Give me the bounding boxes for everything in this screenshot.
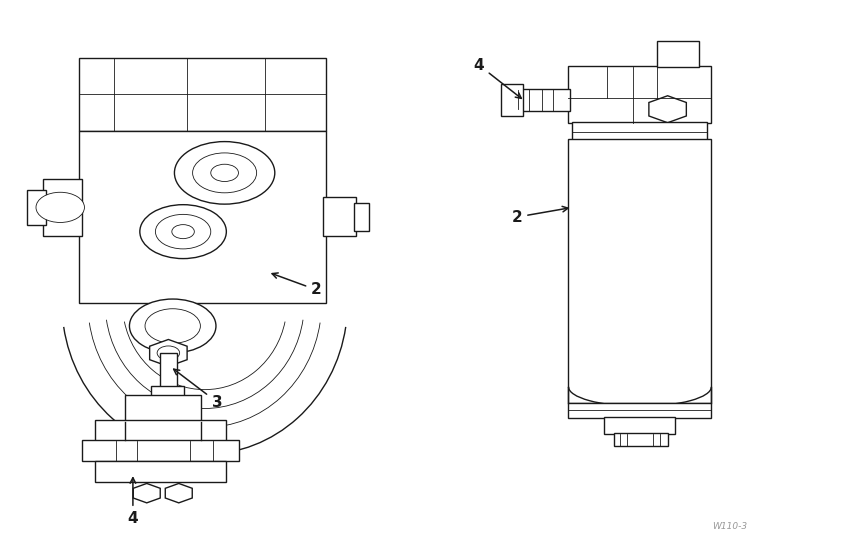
Bar [82, 440, 240, 461]
Bar [657, 41, 699, 67]
Text: 3: 3 [174, 369, 222, 410]
Text: 2: 2 [272, 273, 322, 298]
Circle shape [174, 141, 275, 204]
Polygon shape [149, 339, 187, 366]
Bar [79, 58, 326, 131]
Bar [151, 386, 184, 402]
Bar [95, 421, 227, 441]
Bar [614, 433, 667, 446]
Circle shape [211, 164, 239, 182]
Polygon shape [134, 483, 161, 503]
Text: W110-3: W110-3 [712, 522, 747, 531]
Bar [95, 461, 227, 482]
Bar [160, 353, 177, 387]
Polygon shape [165, 483, 192, 503]
Bar [79, 131, 326, 304]
Polygon shape [649, 96, 687, 122]
Circle shape [193, 153, 257, 193]
Circle shape [157, 346, 180, 360]
Bar [569, 139, 711, 403]
Bar [43, 179, 82, 236]
Text: 2: 2 [511, 207, 568, 224]
Bar [572, 122, 707, 140]
Bar [518, 89, 569, 111]
Bar [28, 190, 46, 225]
Circle shape [155, 215, 211, 249]
Bar [604, 417, 675, 434]
Circle shape [172, 224, 194, 238]
Circle shape [129, 299, 216, 353]
Circle shape [140, 205, 227, 259]
Bar [353, 203, 369, 230]
Bar [569, 66, 711, 122]
Text: 4: 4 [128, 478, 138, 526]
Bar [125, 395, 201, 422]
Circle shape [145, 309, 201, 343]
Bar [569, 403, 711, 418]
Text: 4: 4 [474, 57, 522, 99]
Circle shape [36, 192, 84, 222]
Bar [502, 85, 523, 115]
Bar [323, 197, 356, 236]
